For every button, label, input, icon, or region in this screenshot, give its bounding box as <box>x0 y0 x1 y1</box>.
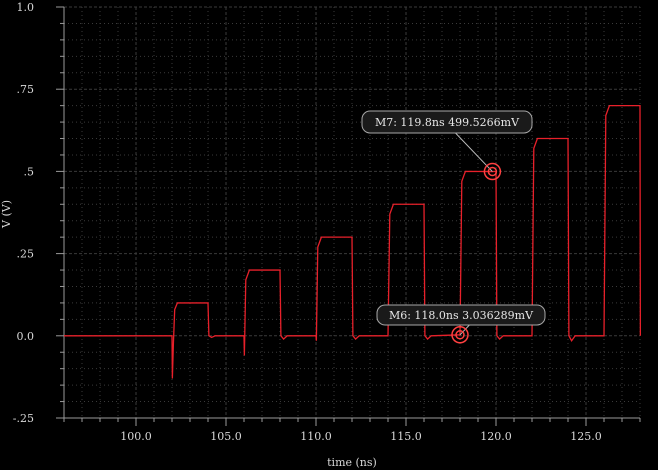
y-tick-label: .25 <box>17 248 35 261</box>
marker-dot <box>487 166 498 177</box>
marker-layer: M7: 119.8ns 499.5266mV M6: 118.0ns 3.0362… <box>361 110 546 344</box>
marker-m7[interactable]: M7: 119.8ns 499.5266mV <box>361 110 533 181</box>
y-tick-label: 0.0 <box>17 330 35 343</box>
x-tick-label: 110.0 <box>300 430 332 443</box>
marker-m6[interactable]: M6: 118.0ns 3.036289mV <box>376 304 546 344</box>
y-tick-label: .5 <box>24 165 35 178</box>
marker-label-box <box>361 110 533 134</box>
marker-leader-line <box>459 324 470 336</box>
signal-trace <box>64 104 642 379</box>
y-tick-label: 1.0 <box>17 1 35 14</box>
marker-dot <box>455 330 465 340</box>
x-tick-label: 115.0 <box>390 430 422 443</box>
marker-label: M7: 119.8ns 499.5266mV <box>375 116 520 129</box>
trace-layer <box>64 104 642 379</box>
marker-leader-line <box>455 132 493 172</box>
x-axis-title: time (ns) <box>327 456 377 469</box>
x-tick-label: 120.0 <box>480 430 512 443</box>
y-tick-label: -.25 <box>13 412 34 425</box>
y-tick-label: .75 <box>17 83 35 96</box>
marker-ring <box>451 326 469 344</box>
x-tick-label: 100.0 <box>120 430 152 443</box>
marker-label-box <box>376 304 546 326</box>
axes: 100.0 105.0 110.0 115.0 120.0 125.0 1.0 .75 .5 .2… <box>13 1 641 443</box>
marker-label: M6: 118.0ns 3.036289mV <box>389 309 534 322</box>
x-tick-label: 125.0 <box>570 430 602 443</box>
marker-ring <box>483 162 502 181</box>
x-tick-label: 105.0 <box>210 430 242 443</box>
y-axis-title: V (V) <box>0 200 13 229</box>
